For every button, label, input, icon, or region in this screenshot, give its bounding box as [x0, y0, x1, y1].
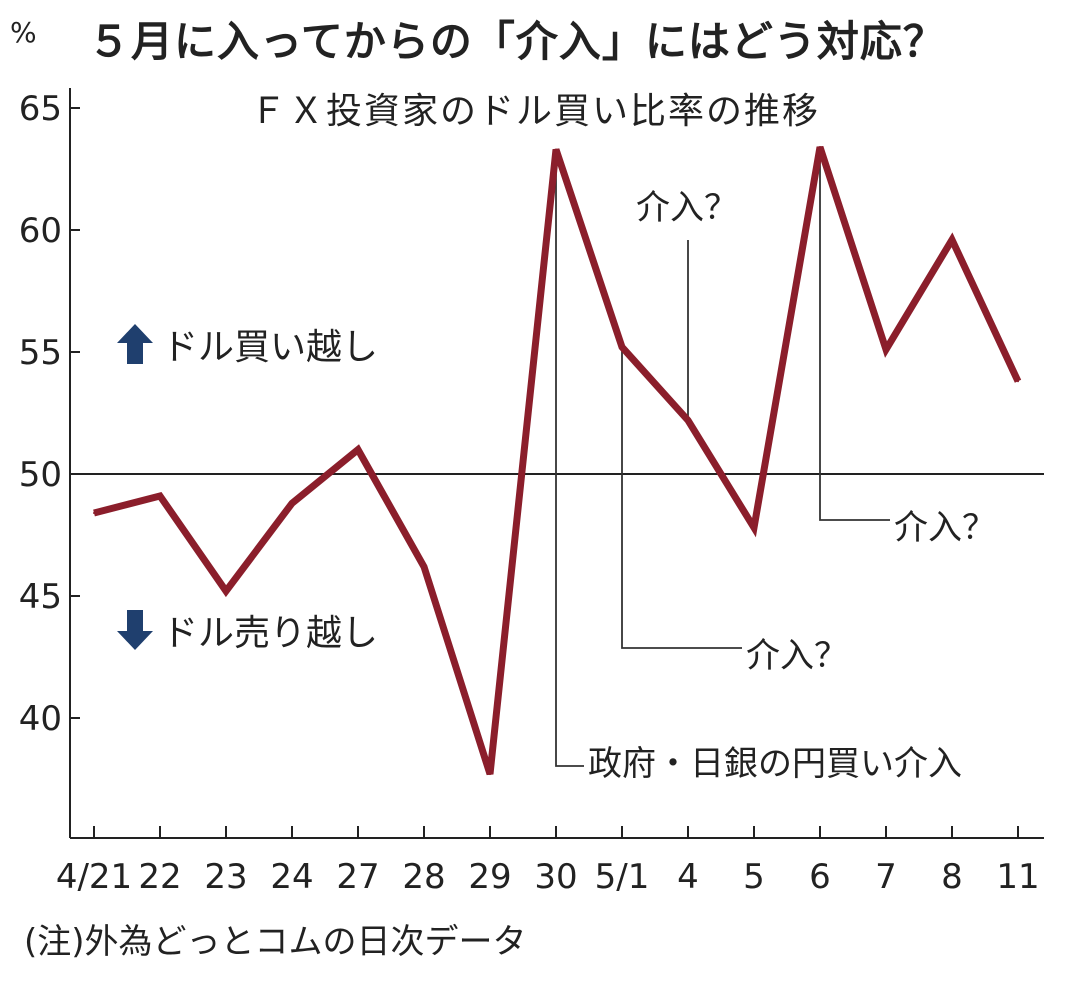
x-tick-label: 7: [875, 857, 897, 897]
y-unit-label: %: [10, 16, 37, 49]
leader-suspected-5-1: [621, 347, 742, 649]
x-tick-label: 5/1: [595, 857, 650, 897]
data-point: [159, 494, 161, 497]
series-layer: [93, 145, 1022, 776]
x-tick-label: 29: [468, 857, 511, 897]
data-point: [225, 590, 227, 593]
down-arrow-icon: [117, 610, 153, 650]
leader-actual-intervention: [555, 149, 584, 767]
y-tick-label: 55: [19, 333, 62, 373]
data-point: [555, 148, 557, 151]
sell-over-text: ドル売り越し: [162, 613, 379, 654]
x-tick-label: 4/21: [56, 857, 132, 897]
data-point: [489, 773, 491, 776]
y-tick-label: 40: [19, 699, 62, 739]
annotation-suspected-4: 介入？: [636, 188, 738, 228]
buy-over-label: ドル買い越し: [116, 318, 378, 370]
data-point: [291, 502, 293, 505]
x-tick-label: 11: [996, 857, 1039, 897]
data-point: [819, 146, 821, 149]
data-point: [621, 346, 623, 349]
x-tick-label: 24: [270, 857, 313, 897]
x-tick-label: 6: [809, 857, 831, 897]
y-tick-label: 45: [19, 577, 62, 617]
x-tick-label: 5: [743, 857, 765, 897]
annotation-actual-intervention: 政府・日銀の円買い介入: [588, 744, 962, 784]
data-point: [885, 348, 887, 351]
x-tick-label: 28: [402, 857, 445, 897]
data-point: [357, 448, 359, 451]
buy-over-text: ドル買い越し: [162, 327, 379, 368]
x-tick-label: 22: [138, 857, 181, 897]
chart-subtitle: ＦＸ投資家のドル買い比率の推移: [250, 91, 821, 132]
y-tick-label: 60: [19, 211, 62, 251]
annotation-suspected-5-1: 介入？: [746, 636, 848, 676]
x-tick-label: 4: [677, 857, 699, 897]
data-point: [687, 419, 689, 422]
data-point: [423, 565, 425, 568]
x-tick-label: 23: [204, 857, 247, 897]
y-tick-label: 50: [19, 455, 62, 495]
footnote: (注)外為どっとコムの日次データ: [24, 922, 527, 962]
chart-title: ５月に入ってからの「介入」にはどう対応？: [88, 17, 946, 66]
y-tick-label: 65: [19, 89, 62, 129]
data-point: [753, 526, 755, 529]
annotation-suspected-6: 介入？: [894, 508, 996, 548]
sell-over-label: ドル売り越し: [116, 604, 378, 656]
leader-suspected-6: [819, 147, 890, 521]
data-point: [951, 238, 953, 241]
annotation-leaders: [555, 147, 890, 767]
x-tick-label: 27: [336, 857, 379, 897]
up-arrow-icon: [117, 324, 153, 364]
x-tick-label: 30: [534, 857, 577, 897]
data-point: [93, 512, 95, 515]
x-tick-label: 8: [941, 857, 963, 897]
data-point: [1017, 380, 1019, 383]
